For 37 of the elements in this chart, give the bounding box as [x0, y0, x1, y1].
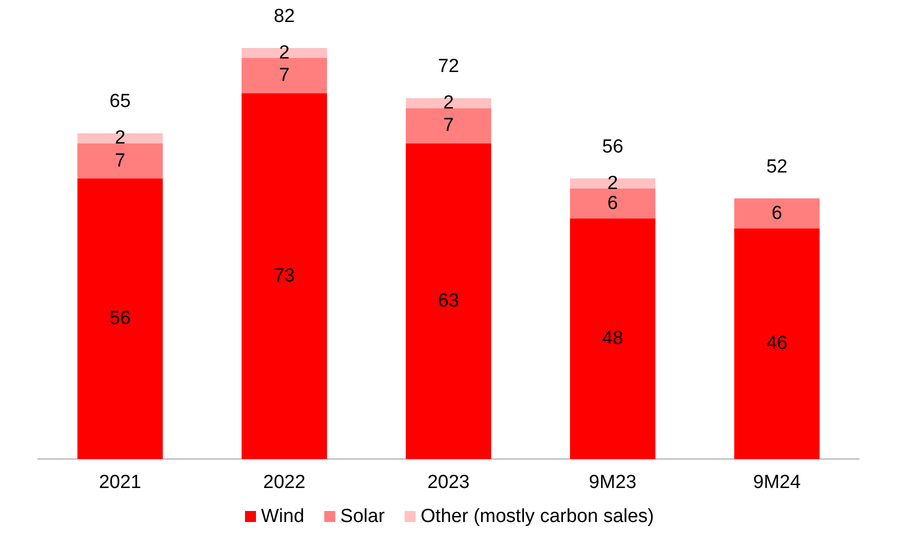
x-tick-label: 2021	[98, 472, 142, 493]
data-label: 2	[114, 128, 126, 149]
data-label: 6	[607, 192, 618, 214]
x-tick-label: 9M23	[588, 472, 636, 493]
bar	[570, 218, 656, 459]
legend-label: Other (mostly carbon sales)	[420, 506, 654, 527]
bar	[734, 198, 820, 228]
total-label: 52	[766, 156, 788, 178]
data-label: 2	[279, 42, 290, 64]
x-tick-label: 2023	[427, 472, 470, 493]
data-label: 48	[602, 328, 624, 350]
total-label: 82	[274, 6, 295, 27]
bar	[242, 58, 327, 94]
data-label: 6	[772, 202, 782, 224]
x-tick-label: 2022	[263, 472, 306, 493]
bar	[242, 93, 327, 459]
legend-label: Solar	[340, 506, 386, 527]
bar	[406, 143, 492, 459]
bar	[77, 143, 163, 178]
bar	[406, 108, 492, 144]
data-label: 2	[607, 172, 618, 194]
bar	[734, 228, 820, 459]
total-label: 65	[110, 91, 131, 112]
data-label: 7	[443, 115, 454, 136]
bar	[570, 188, 656, 218]
data-label: 46	[766, 333, 788, 354]
data-label: 7	[279, 65, 290, 86]
data-label: 73	[274, 266, 295, 287]
x-tick-label: 9M24	[753, 472, 802, 493]
total-label: 56	[602, 136, 624, 158]
data-label: 56	[110, 308, 131, 330]
bar	[77, 178, 163, 459]
total-label: 72	[438, 56, 460, 78]
data-label: 7	[114, 150, 126, 172]
data-label: 63	[438, 290, 460, 312]
data-label: 2	[443, 92, 454, 114]
legend-label: Wind	[261, 506, 304, 527]
